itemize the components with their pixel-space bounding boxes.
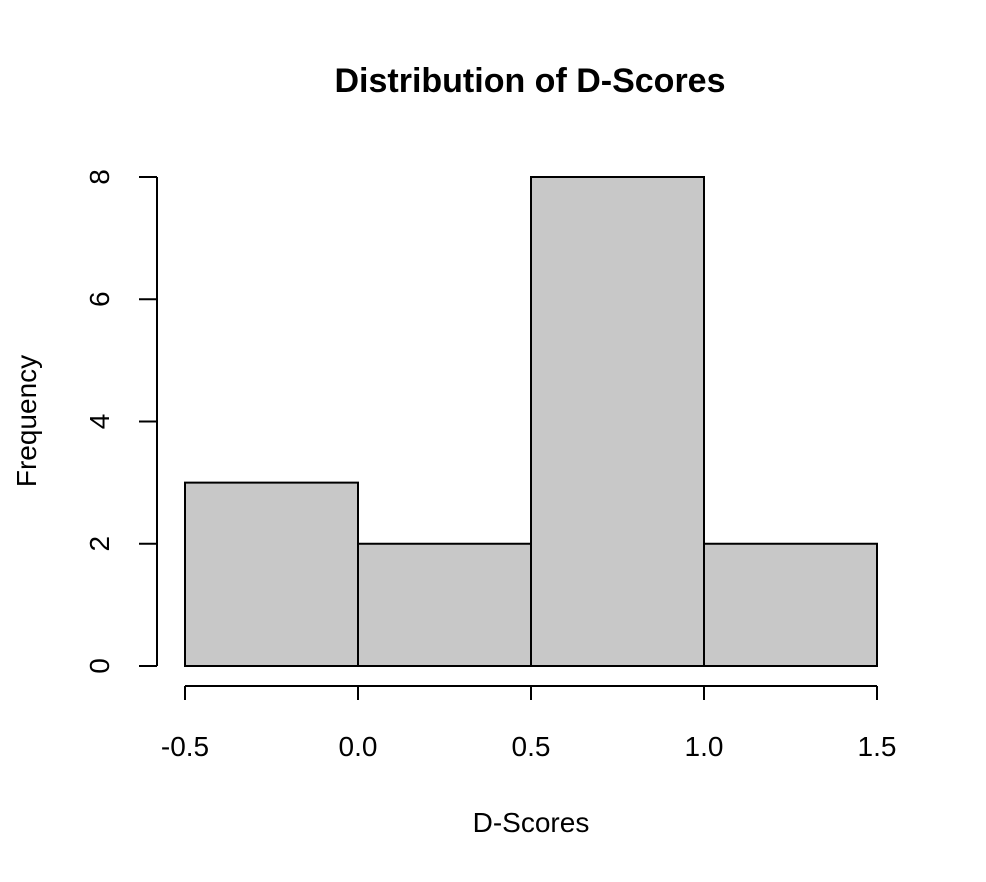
y-tick-label: 2 (84, 536, 115, 552)
x-axis-label: D-Scores (473, 807, 590, 838)
histogram-bar-2 (530, 176, 705, 667)
x-tick-label: 1.5 (858, 731, 897, 762)
histogram-bar-1 (357, 542, 532, 667)
x-tick-label: 1.0 (685, 731, 724, 762)
y-tick-label: 0 (84, 658, 115, 674)
y-tick-label: 4 (84, 414, 115, 430)
x-axis: -0.5 0.0 0.5 1.0 1.5 (161, 685, 897, 762)
x-tick-label: -0.5 (161, 731, 209, 762)
histogram-bar-3 (703, 542, 878, 667)
histogram-bar-0 (184, 481, 359, 667)
chart-title: Distribution of D-Scores (334, 62, 725, 100)
x-tick-label: 0.0 (339, 731, 378, 762)
y-tick-label: 6 (84, 291, 115, 307)
y-axis-label: Frequency (11, 355, 42, 487)
y-tick-label: 8 (84, 169, 115, 185)
y-axis: 0 2 4 6 8 (84, 169, 158, 674)
bars-group (184, 176, 878, 667)
x-tick-label: 0.5 (512, 731, 551, 762)
